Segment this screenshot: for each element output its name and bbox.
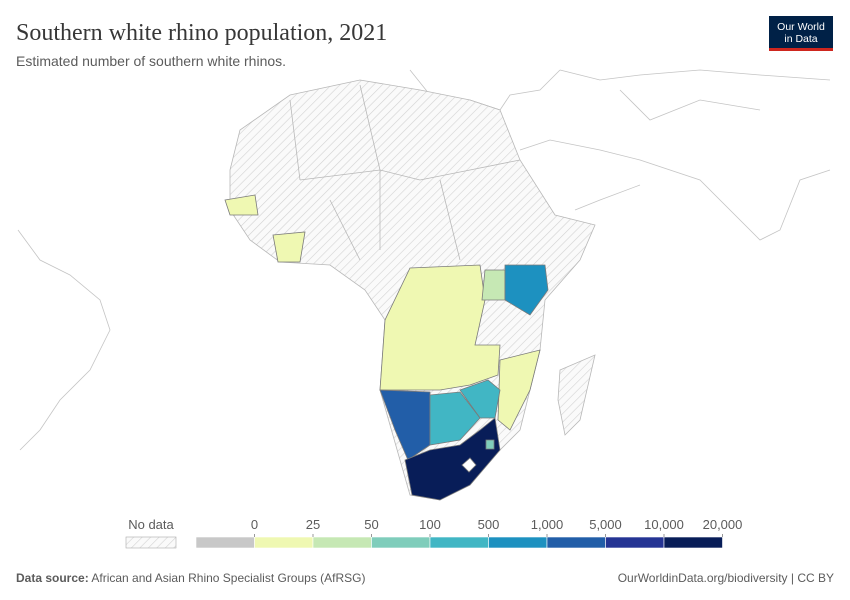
legend-swatch (488, 536, 548, 549)
zero-swatch (195, 536, 255, 549)
legend-swatch (605, 536, 665, 549)
map (17, 69, 831, 501)
legend-swatch (546, 536, 606, 549)
country[interactable] (404, 417, 501, 501)
country[interactable] (485, 439, 495, 450)
legend-tick-label: 5,000 (589, 517, 622, 532)
legend-swatch (429, 536, 489, 549)
source-text: African and Asian Rhino Specialist Group… (91, 571, 365, 585)
legend-swatch (663, 536, 723, 549)
logo[interactable]: Our World in Data (769, 16, 833, 51)
source: Data source: African and Asian Rhino Spe… (16, 571, 366, 585)
country[interactable] (497, 349, 541, 431)
country[interactable] (461, 457, 477, 473)
country[interactable] (459, 379, 501, 419)
country[interactable] (272, 231, 306, 263)
logo-text: in Data (784, 33, 817, 45)
subtitle: Estimated number of southern white rhino… (16, 53, 286, 69)
source-label: Data source: (16, 571, 89, 585)
legend-swatch (254, 536, 314, 549)
country[interactable] (429, 391, 481, 446)
country[interactable] (481, 269, 506, 301)
other-land (17, 229, 111, 451)
legend-tick-label: 25 (306, 517, 320, 532)
legend-tick-label: 50 (364, 517, 378, 532)
credit[interactable]: OurWorldinData.org/biodiversity | CC BY (618, 571, 834, 585)
title: Southern white rhino population, 2021 (16, 20, 387, 46)
legend-swatch (371, 536, 431, 549)
no-data-label: No data (128, 517, 174, 532)
country[interactable] (224, 194, 259, 216)
country[interactable] (379, 389, 431, 461)
no-data-swatch[interactable] (125, 536, 177, 549)
legend-tick-label: 1,000 (531, 517, 564, 532)
borders (289, 84, 521, 261)
madagascar (557, 354, 596, 436)
legend-tick-label: 500 (478, 517, 500, 532)
logo-text: Our World (777, 21, 825, 33)
legend-tick-label: 100 (419, 517, 441, 532)
legend-tick-label: 20,000 (703, 517, 743, 532)
legend-tick-label: 0 (251, 517, 258, 532)
legend-swatch (312, 536, 372, 549)
country[interactable] (504, 264, 549, 316)
legend-tick-label: 10,000 (644, 517, 684, 532)
legend: No data 0 25 50 100 500 1,000 5,000 10,000 20,00… (125, 517, 743, 549)
